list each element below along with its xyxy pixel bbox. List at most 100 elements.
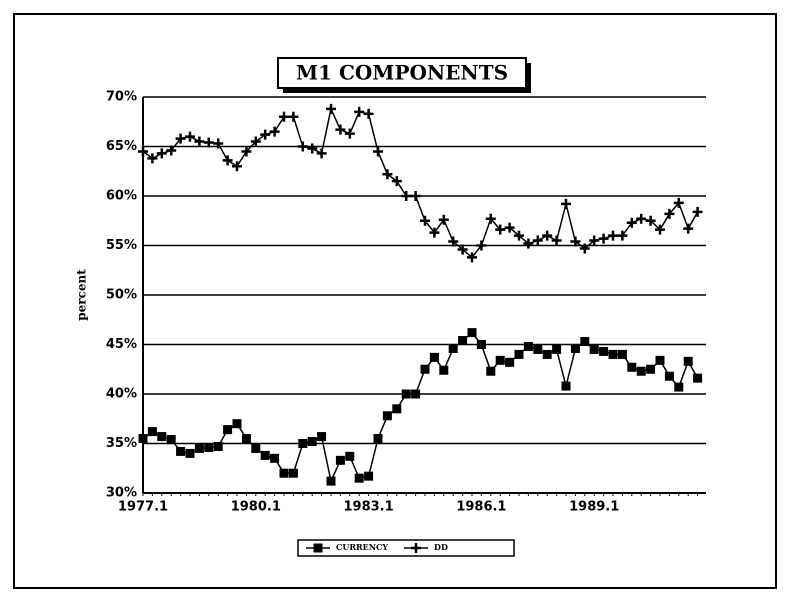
y-tick-label: 30%	[106, 486, 137, 501]
point	[485, 213, 496, 224]
point	[608, 230, 618, 241]
y-tick-label: 65%	[106, 139, 137, 154]
point	[457, 244, 468, 255]
point	[467, 252, 477, 263]
point	[410, 191, 421, 201]
point	[598, 233, 609, 244]
point	[232, 161, 242, 172]
point	[307, 143, 318, 154]
point	[476, 340, 486, 349]
point	[401, 389, 411, 399]
point	[194, 136, 205, 147]
y-axis-label: percent	[75, 269, 89, 321]
point	[391, 176, 402, 187]
point	[269, 126, 280, 137]
point	[626, 217, 637, 228]
point	[147, 427, 157, 437]
point	[429, 227, 440, 238]
point	[636, 213, 647, 224]
point	[203, 137, 214, 148]
point	[260, 450, 270, 460]
point	[570, 236, 581, 247]
point	[204, 442, 214, 452]
point	[194, 443, 204, 453]
y-tick-label: 40%	[106, 387, 137, 402]
point	[664, 371, 674, 381]
point	[589, 344, 599, 354]
point	[495, 224, 506, 235]
point	[523, 238, 534, 249]
point	[166, 145, 177, 156]
point	[411, 543, 421, 553]
point	[579, 243, 590, 254]
y-tick-label: 45%	[106, 337, 137, 352]
point	[401, 191, 412, 201]
point	[486, 366, 496, 376]
point	[514, 349, 524, 359]
point	[156, 148, 167, 159]
point	[693, 373, 703, 383]
point	[382, 169, 393, 180]
point	[532, 235, 543, 246]
point	[241, 146, 252, 157]
point	[279, 111, 289, 122]
point	[382, 411, 392, 421]
point	[429, 352, 439, 362]
point	[232, 419, 242, 429]
legend-label: CURRENCY	[336, 542, 388, 552]
y-tick-label: 60%	[106, 189, 137, 204]
point	[138, 434, 148, 444]
point	[317, 432, 327, 442]
point	[580, 337, 590, 347]
y-tick-label: 50%	[106, 288, 137, 303]
point	[363, 108, 374, 119]
point	[288, 468, 298, 478]
point	[185, 448, 195, 458]
point	[448, 236, 459, 247]
x-tick-label: 1977.1	[118, 500, 168, 515]
y-tick-label: 35%	[106, 436, 137, 451]
point	[542, 230, 553, 241]
point	[645, 215, 656, 226]
point	[505, 357, 515, 367]
frame	[13, 13, 777, 589]
point	[260, 129, 271, 140]
point	[250, 136, 261, 147]
point	[392, 404, 402, 414]
point	[420, 364, 430, 374]
point	[514, 230, 524, 241]
point	[692, 206, 703, 217]
point	[345, 451, 355, 461]
point	[589, 235, 600, 246]
point	[561, 198, 571, 209]
point	[495, 355, 505, 365]
point	[176, 446, 186, 456]
point	[646, 364, 656, 374]
point	[552, 344, 562, 354]
point	[373, 146, 383, 157]
point	[411, 389, 421, 399]
point	[313, 543, 323, 553]
x-tick-label: 1983.1	[344, 500, 394, 515]
chart-title: M1 COMPONENTS	[296, 61, 508, 85]
y-tick-label: 55%	[106, 238, 137, 253]
point	[335, 124, 346, 135]
point	[213, 138, 224, 149]
point	[298, 439, 308, 448]
point	[213, 441, 223, 451]
point	[476, 240, 487, 251]
point	[674, 382, 684, 392]
point	[683, 356, 693, 366]
point	[307, 437, 317, 447]
point	[439, 365, 449, 375]
point	[354, 473, 364, 483]
point	[166, 435, 176, 445]
point	[542, 349, 552, 359]
point	[138, 146, 148, 157]
point	[185, 131, 195, 142]
point	[438, 214, 449, 225]
point	[617, 349, 627, 359]
point	[570, 343, 580, 353]
x-tick-label: 1989.1	[569, 500, 619, 515]
point	[326, 103, 336, 114]
